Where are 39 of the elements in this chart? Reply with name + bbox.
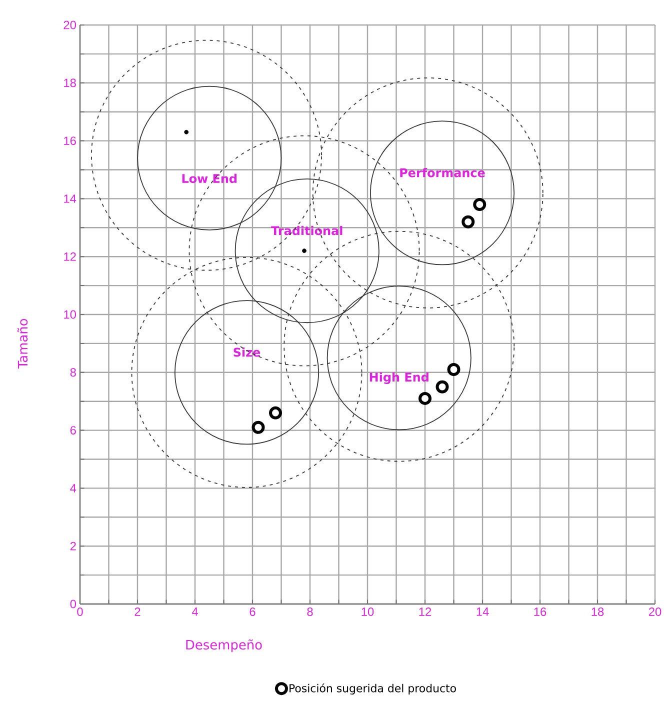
x-tick-label: 4 [192,608,198,616]
y-tick-label: 0 [70,600,76,608]
x-tick-label: 16 [534,608,546,616]
y-tick-label: 2 [70,542,76,550]
x-tick-label: 8 [307,608,313,616]
point [302,248,306,254]
point [436,380,449,394]
point [462,215,475,228]
y-tick-label: 20 [64,20,76,30]
y-axis-title: Tamaño [17,318,28,369]
y-tick-label: 6 [70,426,76,435]
y-tick-label: 14 [64,194,76,203]
point [473,198,486,211]
annotation: Performance [400,168,485,178]
x-tick-label: 12 [419,608,432,616]
annotation: High End [370,372,428,384]
y-tick-label: 8 [70,368,76,377]
legend-label: Posición sugerida del producto [290,683,456,695]
annotation: Traditional [271,226,342,236]
annotation: Size [234,348,260,357]
y-tick-label: 10 [64,310,76,319]
point [269,406,282,420]
y-tick-label: 18 [64,78,76,88]
x-axis-title: Desempeño [186,639,262,652]
x-tick-label: 14 [476,608,489,616]
point [447,363,460,376]
y-tick-label: 4 [70,484,76,492]
x-tick-label: 18 [592,608,604,616]
annotation: Low End [182,174,236,184]
x-tick-label: 2 [134,608,140,616]
x-tick-label: 6 [250,608,256,616]
y-tick-label: 12 [64,252,76,261]
point [184,130,189,134]
y-tick-label: 16 [64,136,76,146]
x-tick-label: 0 [77,608,83,616]
point [418,392,432,405]
x-tick-label: 10 [362,608,374,616]
x-tick-label: 20 [648,608,662,616]
point [252,420,265,434]
